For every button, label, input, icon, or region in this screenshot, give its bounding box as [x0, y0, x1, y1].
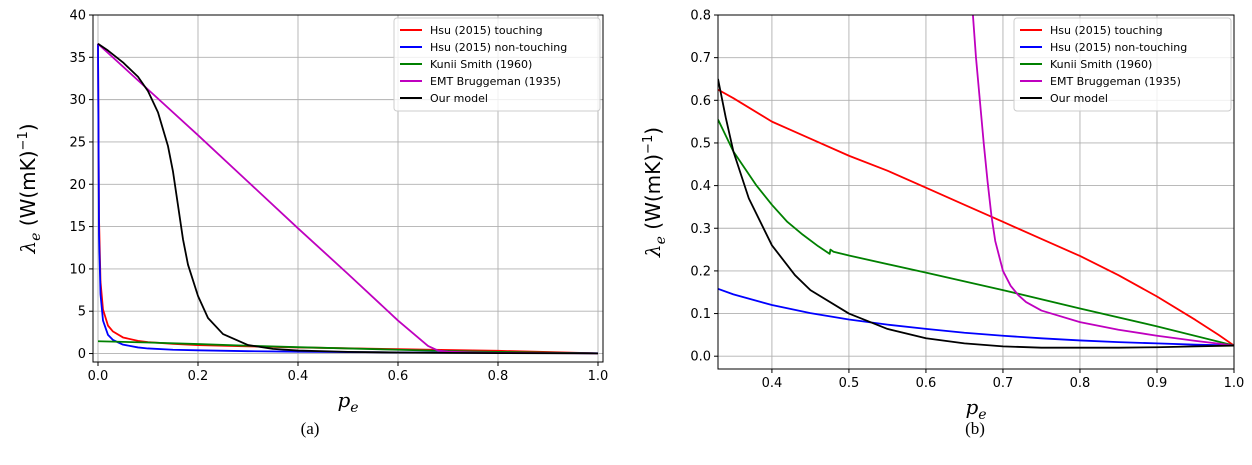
- series-line: [718, 78, 1234, 349]
- y-tick-label: 5: [78, 305, 86, 320]
- series-line: [972, 15, 1234, 347]
- series-group: [718, 15, 1234, 349]
- y-tick-label: 0.6: [690, 94, 711, 109]
- panel-caption: (a): [301, 419, 320, 438]
- y-tick-label: 0.0: [690, 350, 711, 365]
- legend-box: [1013, 17, 1232, 112]
- x-axis-label: pe: [337, 388, 358, 416]
- y-tick-label: 10: [69, 262, 86, 277]
- y-tick-label: 0.5: [690, 136, 711, 151]
- legend-entry: Kunii Smith (1960): [1050, 58, 1152, 71]
- x-tick-label: 0.4: [288, 369, 309, 384]
- chart-b: 0.4 0.5 0.6 0.7 0.8 0.9 1.0 0.0 0.1 0.2 0.3 0.4 0.5 0…: [641, 9, 1244, 439]
- x-tick-label: 0.0: [88, 369, 109, 384]
- y-tick-label: 20: [69, 178, 86, 193]
- plot-frame: [92, 14, 604, 363]
- series-line: [718, 119, 1234, 347]
- x-tick-label: 0.6: [388, 369, 409, 384]
- x-tick-label: 0.5: [839, 376, 860, 391]
- y-tick-label: 35: [69, 51, 86, 66]
- plot-frame: [717, 14, 1235, 370]
- x-tick-label: 0.8: [488, 369, 509, 384]
- legend-entry: Hsu (2015) touching: [430, 24, 543, 37]
- legend-entry: Hsu (2015) touching: [1050, 24, 1163, 37]
- series-line: [718, 287, 1234, 347]
- legend-entry: Hsu (2015) non-touching: [1050, 41, 1187, 54]
- legend-entry: Hsu (2015) non-touching: [430, 41, 567, 54]
- x-tick-label: 0.2: [188, 369, 209, 384]
- legend-entry: Our model: [1050, 92, 1108, 105]
- x-tick-label: 0.4: [762, 376, 783, 391]
- x-tick-label: 1.0: [588, 369, 609, 384]
- y-tick-label: 0.2: [690, 264, 711, 279]
- y-tick-label: 0.8: [690, 9, 711, 24]
- legend-entry: Kunii Smith (1960): [430, 58, 532, 71]
- y-tick-label: 0.4: [690, 179, 711, 194]
- y-tick-label: 40: [69, 9, 86, 24]
- y-axis-label: λe (W(mK)−1): [641, 127, 669, 258]
- legend-entry: Our model: [430, 92, 488, 105]
- series-group: [97, 43, 599, 355]
- legend-box: [393, 17, 601, 112]
- x-tick-label: 0.9: [1147, 376, 1168, 391]
- y-axis-label: λe (W(mK)−1): [16, 123, 44, 254]
- x-tick-label: 0.7: [993, 376, 1014, 391]
- y-tick-label: 30: [69, 93, 86, 108]
- legend: Hsu (2015) touching Hsu (2015) non-touchi…: [1013, 17, 1232, 112]
- x-tick-label: 0.8: [1070, 376, 1091, 391]
- panel-caption: (b): [965, 419, 985, 438]
- legend-entry: EMT Bruggeman (1935): [1050, 75, 1181, 88]
- x-tick-label: 1.0: [1224, 376, 1245, 391]
- y-tick-label: 15: [69, 220, 86, 235]
- y-tick-label: 0.1: [690, 307, 711, 322]
- legend: Hsu (2015) touching Hsu (2015) non-touchi…: [393, 17, 601, 112]
- chart-a: 0.0 0.2 0.4 0.6 0.8 1.0 0 5 10 15 20 25 30 35 40 Hsu (2…: [16, 9, 608, 439]
- y-tick-label: 25: [69, 135, 86, 150]
- y-tick-label: 0: [78, 347, 86, 362]
- x-tick-label: 0.6: [916, 376, 937, 391]
- legend-entry: EMT Bruggeman (1935): [430, 75, 561, 88]
- y-tick-label: 0.7: [690, 51, 711, 66]
- series-line: [718, 88, 1234, 347]
- y-tick-label: 0.3: [690, 222, 711, 237]
- series-line: [97, 43, 599, 355]
